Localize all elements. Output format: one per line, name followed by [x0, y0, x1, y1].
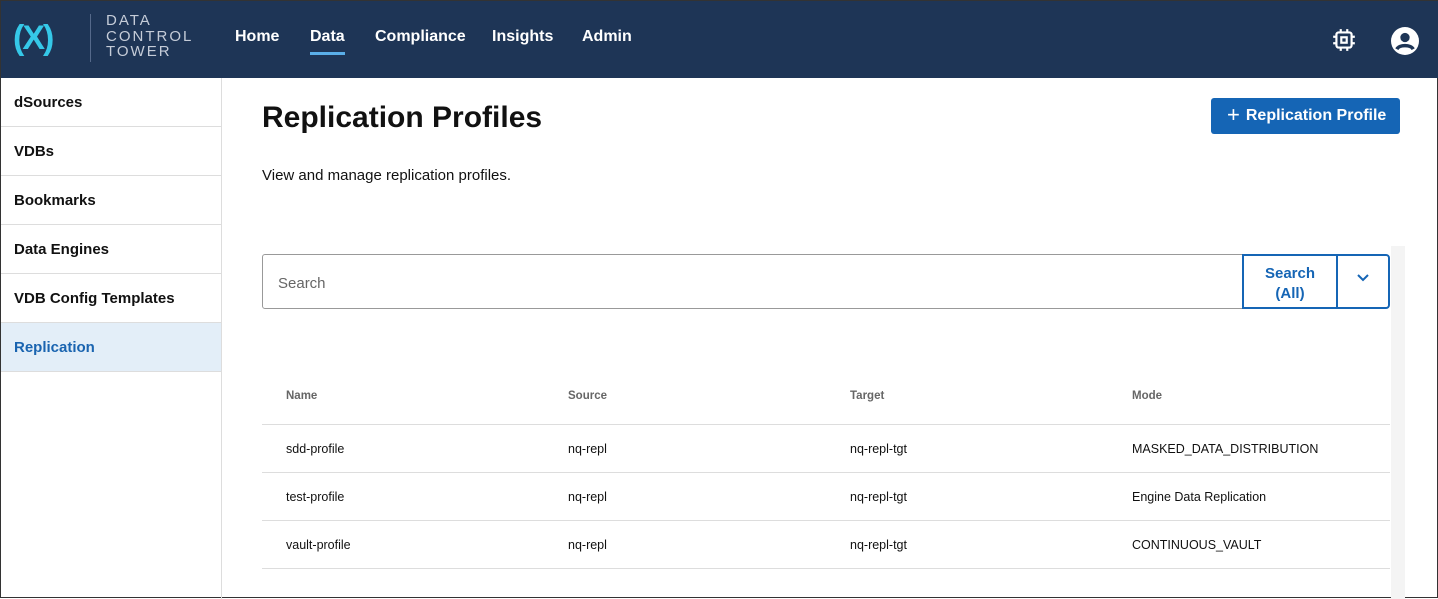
nav-compliance[interactable]: Compliance — [375, 28, 466, 45]
sidebar-item-replication[interactable]: Replication — [1, 323, 221, 372]
button-label: Search — [1264, 265, 1316, 282]
sidebar-item-vdbs[interactable]: VDBs — [1, 127, 221, 176]
column-header-name[interactable]: Name — [286, 390, 318, 402]
sidebar-item-vdb-config-templates[interactable]: VDB Config Templates — [1, 274, 221, 323]
cell-target: nq-repl-tgt — [850, 442, 907, 456]
chip-icon[interactable] — [1331, 27, 1357, 53]
plus-icon: + — [1227, 101, 1240, 127]
account-icon[interactable] — [1391, 27, 1419, 55]
page-subtitle: View and manage replication profiles. — [262, 167, 512, 184]
cell-source: nq-repl — [568, 442, 607, 456]
button-label: Replication Profile — [1245, 107, 1387, 124]
column-header-target[interactable]: Target — [850, 390, 885, 402]
table-row[interactable]: vault-profile nq-repl nq-repl-tgt CONTINUOU… — [262, 521, 1390, 569]
chevron-down-icon — [1357, 274, 1369, 282]
cell-target: nq-repl-tgt — [850, 538, 907, 552]
top-bar: (X) DATA CONTROL TOWER Home Data Complianc… — [1, 1, 1438, 78]
sidebar: dSources VDBs Bookmarks Data Engines VDB… — [1, 78, 222, 599]
sidebar-item-dsources[interactable]: dSources — [1, 78, 221, 127]
search-input[interactable]: Search — [262, 254, 1243, 309]
sidebar-item-data-engines[interactable]: Data Engines — [1, 225, 221, 274]
scrollbar[interactable] — [1391, 246, 1405, 599]
logo-icon[interactable]: (X) — [13, 19, 54, 57]
logo-text: DATA CONTROL TOWER — [106, 12, 194, 60]
column-header-source[interactable]: Source — [568, 390, 607, 402]
cell-mode: MASKED_DATA_DISTRIBUTION — [1132, 442, 1319, 456]
page-title: Replication Profiles — [262, 101, 543, 134]
nav-data[interactable]: Data — [310, 28, 345, 55]
divider — [90, 14, 91, 62]
search-dropdown-button[interactable] — [1336, 254, 1390, 309]
cell-name: vault-profile — [286, 538, 351, 552]
cell-name: test-profile — [286, 490, 345, 504]
nav-insights[interactable]: Insights — [492, 28, 554, 45]
button-label: (All) — [1275, 285, 1305, 302]
cell-source: nq-repl — [568, 490, 607, 504]
nav-home[interactable]: Home — [235, 28, 280, 45]
cell-target: nq-repl-tgt — [850, 490, 907, 504]
sidebar-item-bookmarks[interactable]: Bookmarks — [1, 176, 221, 225]
search-scope-button[interactable]: Search (All) — [1242, 254, 1338, 309]
cell-mode: CONTINUOUS_VAULT — [1132, 538, 1262, 552]
column-header-mode[interactable]: Mode — [1132, 390, 1163, 402]
cell-mode: Engine Data Replication — [1132, 490, 1267, 504]
cell-source: nq-repl — [568, 538, 607, 552]
table-row[interactable]: test-profile nq-repl nq-repl-tgt Engine Dat… — [262, 473, 1390, 521]
cell-name: sdd-profile — [286, 442, 345, 456]
add-replication-profile-button[interactable]: + Replication Profile — [1211, 98, 1400, 134]
table-row[interactable]: sdd-profile nq-repl nq-repl-tgt MASKED_DATA… — [262, 425, 1390, 473]
table-header — [262, 377, 1390, 425]
nav-admin[interactable]: Admin — [582, 28, 632, 45]
